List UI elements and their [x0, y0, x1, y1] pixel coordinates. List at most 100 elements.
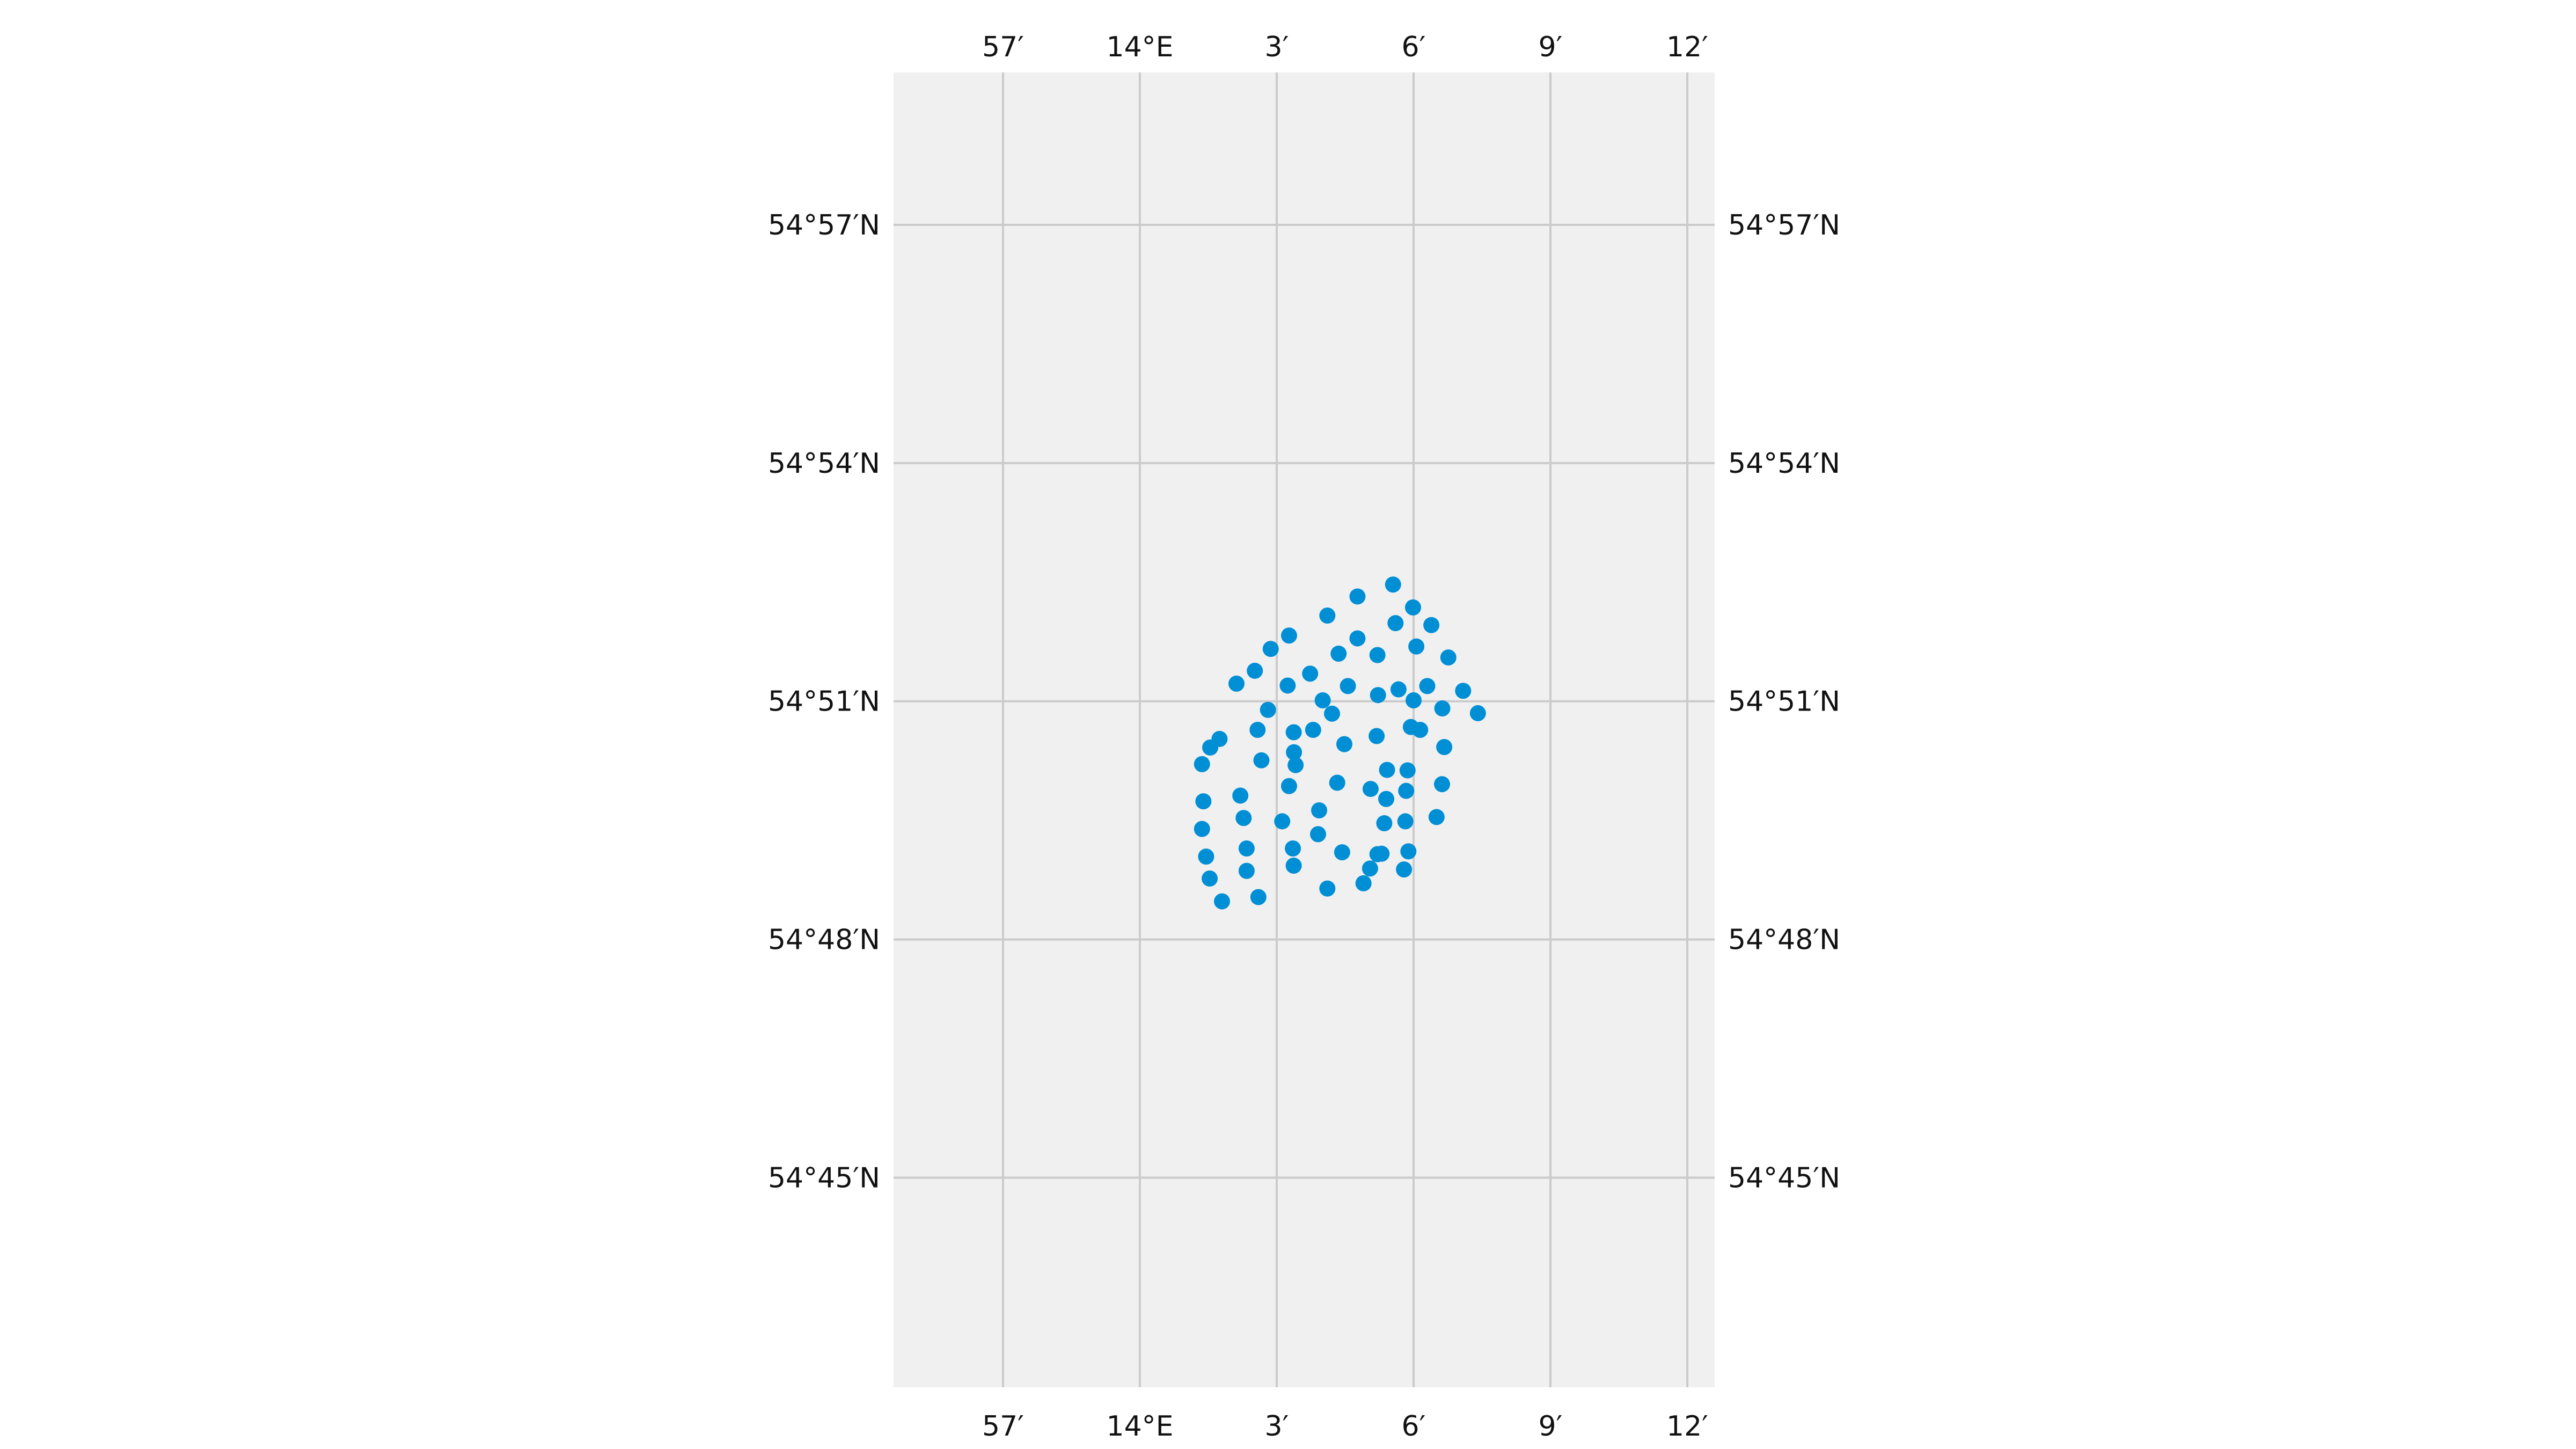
lon-tick-label-bottom: 12′: [1666, 1410, 1708, 1443]
turbine-point: [1390, 681, 1407, 698]
turbine-point: [1235, 810, 1252, 826]
turbine-point: [1387, 615, 1404, 632]
turbine-point: [1376, 815, 1393, 831]
turbine-point: [1379, 762, 1395, 778]
turbine-point: [1247, 662, 1263, 679]
turbine-point: [1214, 893, 1230, 910]
turbine-points: [1194, 576, 1486, 910]
turbine-point: [1194, 756, 1210, 772]
lon-tick-label-bottom: 3′: [1265, 1410, 1289, 1443]
turbine-point: [1238, 862, 1255, 879]
lon-tick-label-top: 14°E: [1106, 31, 1173, 63]
turbine-point: [1324, 705, 1341, 722]
turbine-point: [1428, 809, 1445, 825]
lat-tick-label-left: 54°51′N: [768, 686, 880, 718]
turbine-point: [1285, 857, 1302, 874]
lat-tick-label-right: 54°54′N: [1728, 448, 1840, 480]
turbine-point: [1400, 843, 1417, 860]
plot-background: [894, 72, 1715, 1387]
turbine-point: [1349, 588, 1366, 605]
lat-tick-label-left: 54°54′N: [768, 448, 880, 480]
turbine-point: [1310, 826, 1327, 843]
lon-tick-label-top: 57′: [982, 31, 1024, 63]
turbine-point: [1440, 649, 1457, 666]
turbine-point: [1202, 870, 1218, 887]
turbine-point: [1434, 700, 1451, 717]
turbine-point: [1279, 677, 1296, 694]
turbine-point: [1408, 638, 1425, 655]
lon-tick-label-top: 9′: [1539, 31, 1563, 63]
lon-tick-label-top: 12′: [1666, 31, 1708, 63]
turbine-point: [1280, 627, 1297, 644]
turbine-point: [1311, 802, 1328, 819]
turbine-point: [1434, 776, 1451, 793]
turbine-point: [1349, 630, 1366, 647]
turbine-point: [1329, 774, 1345, 791]
lat-tick-label-left: 54°57′N: [768, 209, 880, 241]
turbine-point: [1194, 821, 1210, 837]
turbine-point: [1302, 665, 1319, 682]
turbine-point: [1404, 599, 1421, 616]
lon-tick-label-top: 3′: [1265, 31, 1289, 63]
turbine-point: [1319, 880, 1336, 897]
lon-tick-label-bottom: 6′: [1402, 1410, 1426, 1443]
lat-tick-label-left: 54°45′N: [768, 1162, 880, 1194]
turbine-point: [1249, 722, 1266, 738]
turbine-point: [1368, 728, 1385, 744]
turbine-point: [1399, 762, 1416, 779]
turbine-point: [1250, 889, 1267, 905]
turbine-point: [1262, 641, 1279, 657]
turbine-point: [1362, 860, 1378, 877]
lat-tick-label-right: 54°48′N: [1728, 924, 1840, 956]
turbine-point: [1455, 683, 1472, 699]
turbine-point: [1423, 617, 1440, 633]
turbine-point: [1228, 675, 1245, 692]
turbine-point: [1334, 844, 1350, 861]
turbine-point: [1336, 736, 1352, 752]
turbine-point: [1378, 791, 1394, 807]
turbine-point: [1287, 757, 1304, 773]
lon-tick-label-bottom: 9′: [1539, 1410, 1563, 1443]
turbine-point: [1198, 848, 1214, 865]
turbine-point: [1370, 687, 1386, 704]
turbine-point: [1397, 813, 1414, 830]
turbine-point: [1330, 645, 1347, 662]
turbine-point: [1369, 647, 1386, 663]
turbine-point: [1260, 701, 1276, 718]
lat-tick-label-right: 54°57′N: [1728, 209, 1840, 241]
turbine-point: [1274, 813, 1291, 830]
turbine-point: [1419, 678, 1436, 694]
turbine-point: [1285, 840, 1301, 857]
turbine-point: [1195, 793, 1212, 810]
turbine-point: [1319, 607, 1336, 624]
turbine-point: [1396, 861, 1413, 878]
lon-tick-label-bottom: 57′: [982, 1410, 1024, 1443]
lat-tick-label-right: 54°51′N: [1728, 686, 1840, 718]
lat-tick-label-right: 54°45′N: [1728, 1162, 1840, 1194]
turbine-point: [1238, 840, 1255, 857]
turbine-point: [1340, 678, 1356, 694]
turbine-point: [1286, 744, 1302, 760]
turbine-point: [1253, 752, 1270, 769]
turbine-point: [1305, 722, 1321, 738]
turbine-point: [1373, 845, 1390, 862]
turbine-point: [1355, 875, 1372, 891]
lon-tick-label-bottom: 14°E: [1106, 1410, 1173, 1443]
turbine-point: [1362, 781, 1379, 797]
turbine-point: [1406, 692, 1422, 708]
turbine-point: [1469, 705, 1486, 721]
turbine-point: [1285, 724, 1302, 741]
lon-tick-label-top: 6′: [1402, 31, 1426, 63]
turbine-point: [1202, 739, 1219, 756]
turbine-point: [1412, 722, 1429, 738]
turbine-point: [1436, 738, 1453, 755]
turbine-point: [1232, 787, 1249, 804]
lat-tick-label-left: 54°48′N: [768, 924, 880, 956]
tick-labels: 57′ 57′ 14°E 14°E 3′ 3′ 6′ 6′ 9′ 9′ 12′ 12′ 54°57′N 5…: [768, 31, 1840, 1443]
turbine-point: [1398, 782, 1415, 799]
turbine-point: [1280, 778, 1297, 794]
turbine-point: [1385, 576, 1401, 593]
turbine-point: [1314, 692, 1331, 708]
grid-lines: [894, 72, 1715, 1387]
